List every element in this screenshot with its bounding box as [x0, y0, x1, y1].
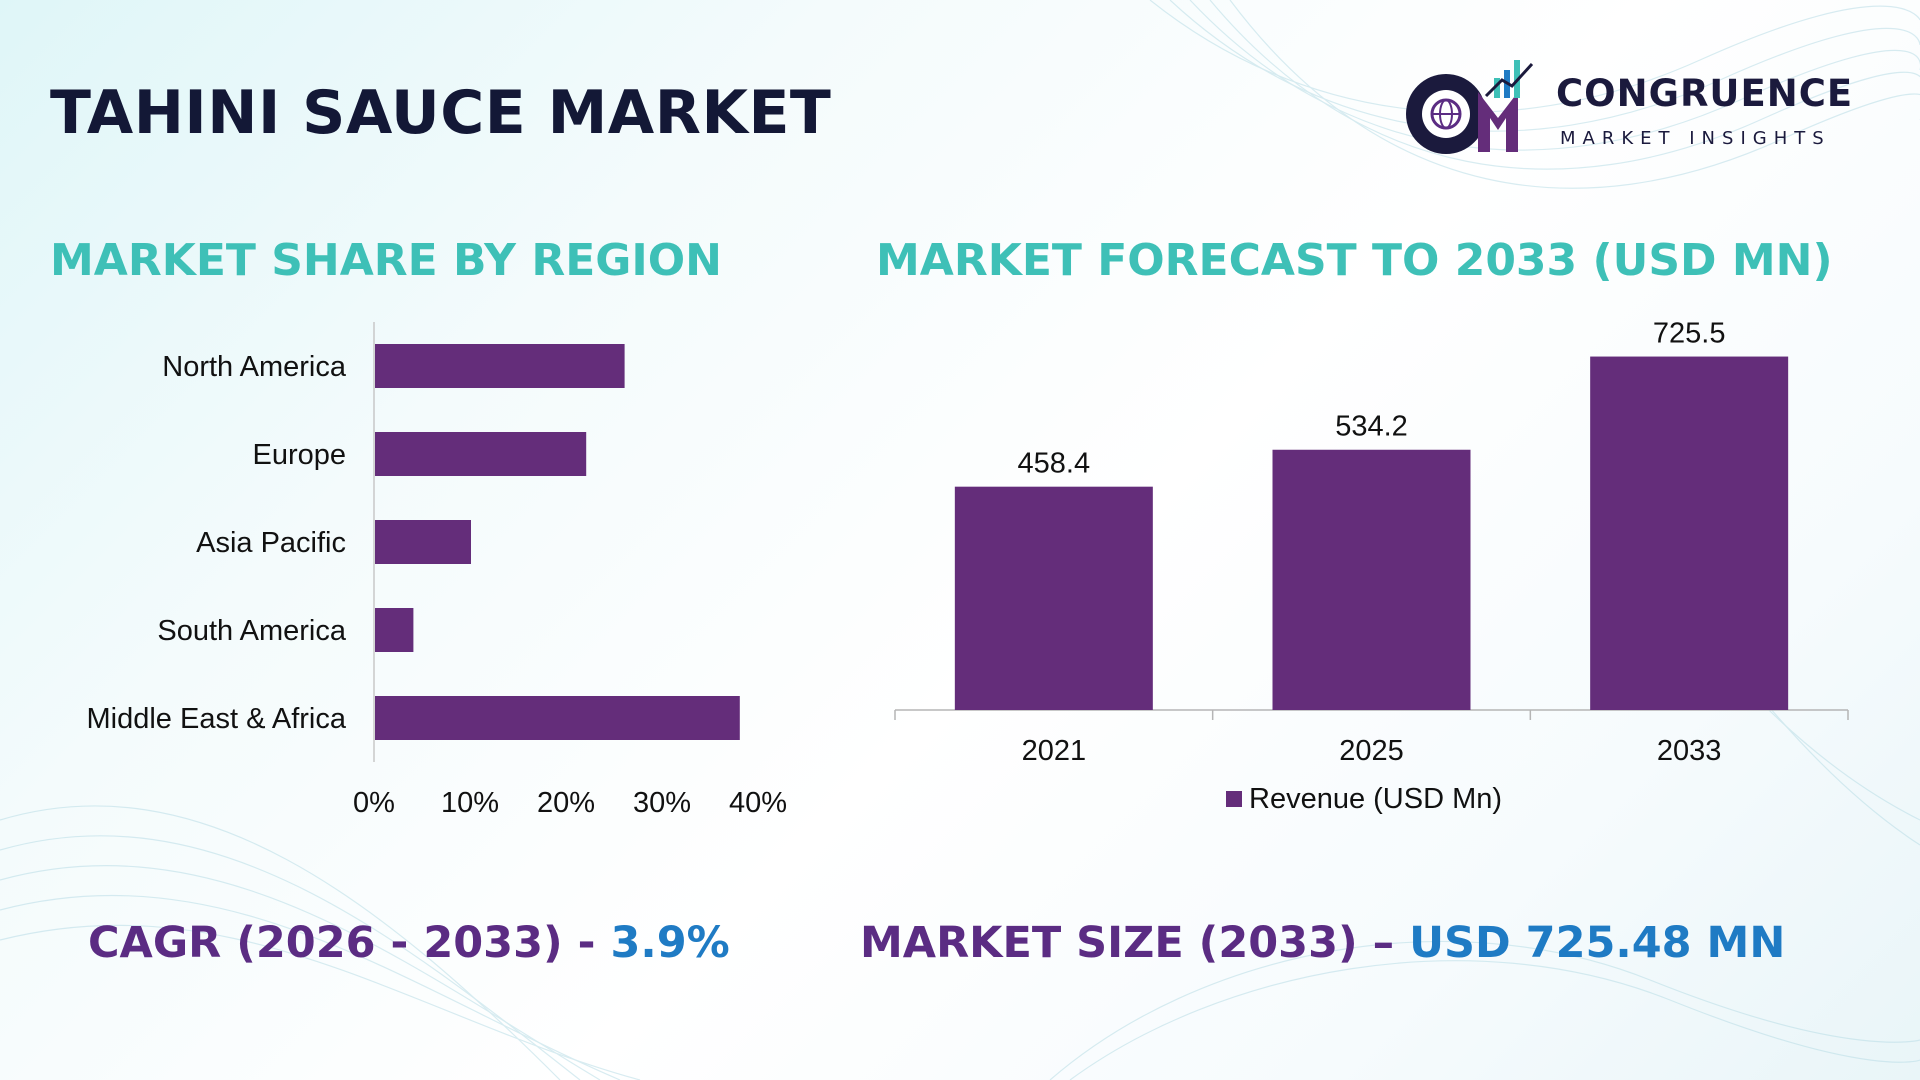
region-share-chart: North America Europe Asia Pacific South Ame… [87, 322, 787, 819]
region-share-bar [375, 520, 471, 564]
region-label: Europe [252, 439, 346, 471]
cm-globe-chart-logo-icon [1406, 60, 1534, 154]
revenue-bar [1272, 449, 1471, 710]
chart-legend: Revenue (USD Mn) [1226, 783, 1502, 815]
region-share-bar [375, 432, 587, 476]
revenue-bar [954, 486, 1153, 710]
cagr-value: 3.9% [610, 918, 730, 968]
logo-tagline: MARKET INSIGHTS [1560, 128, 1831, 149]
cagr-footer: CAGR (2026 - 2033) - 3.9% [88, 918, 730, 968]
region-label: South America [157, 615, 346, 647]
region-label: Asia Pacific [196, 527, 346, 559]
left-chart-title: MARKET SHARE BY REGION [50, 235, 722, 286]
x-tick-label: 0% [353, 787, 395, 819]
region-share-bar [375, 696, 740, 740]
forecast-chart: 458.4 2021 534.2 2025 725.5 2033 Revenue (USD … [894, 318, 1849, 815]
x-tick-label: 10% [441, 787, 499, 819]
cagr-label: CAGR (2026 - 2033) - [88, 918, 611, 968]
x-tick-label: 40% [729, 787, 787, 819]
right-chart-title: MARKET FORECAST TO 2033 (USD MN) [876, 235, 1833, 286]
x-tick-label: 20% [537, 787, 595, 819]
page-title: TAHINI SAUCE MARKET [50, 78, 832, 148]
legend-label: Revenue (USD Mn) [1249, 783, 1502, 815]
logo-name: CONGRUENCE [1556, 72, 1854, 115]
market-size-footer: MARKET SIZE (2033) – USD 725.48 MN [860, 918, 1785, 968]
region-label: North America [162, 351, 347, 383]
revenue-bar [1590, 356, 1789, 710]
year-label: 2025 [1339, 735, 1404, 767]
x-tick-label: 30% [633, 787, 691, 819]
year-label: 2021 [1022, 735, 1087, 767]
legend-swatch [1226, 791, 1242, 807]
data-label: 534.2 [1335, 411, 1408, 443]
region-label: Middle East & Africa [87, 703, 347, 735]
company-logo: CONGRUENCE MARKET INSIGHTS [1398, 52, 1878, 162]
year-label: 2033 [1657, 735, 1722, 767]
market-size-label: MARKET SIZE (2033) – [860, 918, 1410, 968]
region-share-bar [375, 608, 414, 652]
region-share-bar [375, 344, 625, 388]
data-label: 458.4 [1018, 448, 1091, 480]
data-label: 725.5 [1653, 318, 1726, 350]
market-size-value: USD 725.48 MN [1409, 918, 1786, 968]
